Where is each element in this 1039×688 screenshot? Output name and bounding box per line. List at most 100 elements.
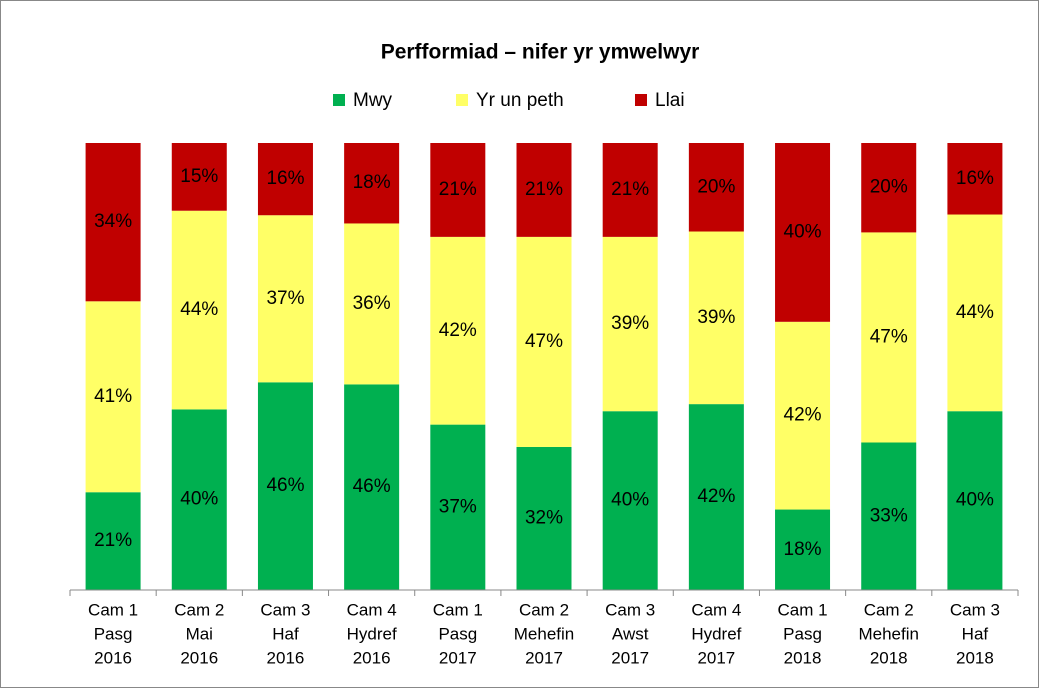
x-tick-label: Cam 1: [433, 600, 483, 619]
bar-segment: [688, 404, 744, 590]
data-label: 44%: [180, 299, 218, 320]
data-label: 15%: [180, 166, 218, 187]
x-tick-label: Cam 3: [605, 600, 655, 619]
legend-label: Mwy: [353, 90, 393, 111]
legend-swatch: [333, 94, 345, 106]
data-label: 39%: [611, 313, 649, 334]
data-label: 16%: [956, 168, 994, 189]
bar-segment: [344, 223, 400, 385]
data-label: 42%: [784, 405, 822, 426]
x-tick-label: 2017: [525, 648, 563, 667]
data-label: 21%: [94, 530, 132, 551]
data-label: 46%: [353, 476, 391, 497]
x-tick-label: Hydref: [347, 624, 397, 643]
bar-segment: [688, 231, 744, 405]
legend-swatch: [635, 94, 647, 106]
data-label: 42%: [439, 320, 477, 341]
data-label: 33%: [870, 505, 908, 526]
x-tick-label: 2017: [439, 648, 477, 667]
x-tick-label: 2016: [180, 648, 218, 667]
legend-swatch: [456, 94, 468, 106]
bar-segment: [947, 411, 1003, 590]
data-label: 36%: [353, 293, 391, 314]
bar-segment: [861, 442, 917, 590]
data-label: 47%: [870, 326, 908, 347]
data-label: 18%: [784, 539, 822, 560]
bar-segment: [85, 492, 141, 590]
x-tick-label: Pasg: [783, 624, 822, 643]
x-tick-label: 2018: [784, 648, 822, 667]
chart-title: Perfformiad – nifer yr ymwelwyr: [381, 41, 700, 64]
bar-segment: [257, 382, 313, 590]
bar-segment: [947, 143, 1003, 215]
x-tick-label: Hydref: [691, 624, 741, 643]
bar-segment: [861, 143, 917, 233]
data-label: 20%: [697, 176, 735, 197]
bar-segment: [516, 143, 572, 237]
bar-segment: [947, 214, 1003, 412]
legend-label: Llai: [655, 90, 685, 111]
x-tick-label: Cam 2: [519, 600, 569, 619]
bar-segment: [775, 321, 831, 510]
x-tick-label: Mehefin: [858, 624, 918, 643]
data-label: 46%: [266, 475, 304, 496]
x-tick-label: Cam 2: [864, 600, 914, 619]
bar-segment: [257, 215, 313, 383]
data-label: 44%: [956, 302, 994, 323]
x-tick-label: Mehefin: [514, 624, 574, 643]
x-tick-label: Cam 4: [691, 600, 741, 619]
bar-segment: [516, 446, 572, 590]
data-label: 40%: [956, 490, 994, 511]
data-label: 39%: [697, 307, 735, 328]
bar-segment: [688, 143, 744, 232]
data-label: 37%: [439, 496, 477, 517]
data-label: 40%: [180, 489, 218, 510]
bar-segment: [430, 236, 486, 425]
x-tick-label: Cam 1: [778, 600, 828, 619]
data-label: 32%: [525, 507, 563, 528]
x-tick-label: 2016: [94, 648, 132, 667]
x-tick-label: 2017: [697, 648, 735, 667]
bar-segment: [430, 143, 486, 237]
bar-segment: [257, 143, 313, 216]
x-tick-label: Pasg: [438, 624, 477, 643]
data-label: 16%: [266, 168, 304, 189]
bar-segment: [602, 143, 658, 237]
bar-segment: [775, 509, 831, 590]
bar-segment: [602, 411, 658, 590]
x-tick-label: Cam 3: [950, 600, 1000, 619]
bar-segment: [775, 143, 831, 322]
x-tick-label: 2016: [267, 648, 305, 667]
data-label: 42%: [697, 486, 735, 507]
x-tick-label: 2016: [353, 648, 391, 667]
data-label: 21%: [611, 179, 649, 200]
x-tick-label: 2017: [611, 648, 649, 667]
data-label: 47%: [525, 331, 563, 352]
bar-segment: [344, 143, 400, 224]
x-tick-label: Cam 1: [88, 600, 138, 619]
x-tick-label: Cam 3: [260, 600, 310, 619]
bar-segment: [85, 301, 141, 493]
x-tick-label: Haf: [272, 624, 299, 643]
data-label: 41%: [94, 386, 132, 407]
data-label: 20%: [870, 177, 908, 198]
bar-segment: [861, 232, 917, 443]
bar-segment: [344, 384, 400, 590]
data-label: 34%: [94, 211, 132, 232]
bar-segment: [430, 424, 486, 590]
x-tick-label: Mai: [186, 624, 213, 643]
bar-segment: [171, 409, 227, 590]
bar-segment: [516, 236, 572, 447]
x-tick-label: 2018: [870, 648, 908, 667]
data-label: 37%: [266, 288, 304, 309]
data-label: 40%: [784, 221, 822, 242]
legend-label: Yr un peth: [476, 90, 564, 111]
data-label: 40%: [611, 490, 649, 511]
bar-segment: [85, 143, 141, 302]
x-tick-label: Pasg: [94, 624, 133, 643]
data-label: 18%: [353, 172, 391, 193]
x-tick-label: 2018: [956, 648, 994, 667]
x-tick-label: Haf: [962, 624, 989, 643]
